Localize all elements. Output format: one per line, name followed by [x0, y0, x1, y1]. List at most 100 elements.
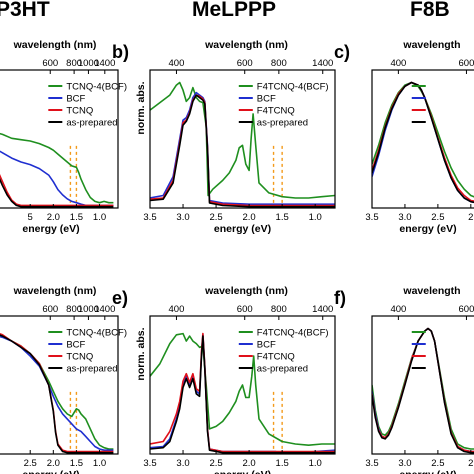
y-axis-label: norm. abs.: [135, 81, 147, 134]
x-tick-label: 2.5: [431, 458, 444, 469]
x-tick-label: 3.0: [398, 212, 411, 223]
top-tick-label: 600: [42, 304, 58, 315]
top-tick-label: 1000: [78, 58, 99, 69]
top-tick-label: 400: [390, 304, 406, 315]
x-tick-label: 3.0: [398, 458, 411, 469]
top-tick-label: 800: [66, 304, 82, 315]
panel-6: 3.5 3.0 2.5 2 400 600 energy (eV) wavelength f): [334, 285, 474, 474]
top-tick-label: 600: [459, 58, 474, 69]
series-group: [372, 327, 474, 454]
panel-label: e): [112, 288, 128, 308]
legend-label: as-prepared: [66, 118, 117, 129]
top-tick-label: 400: [390, 58, 406, 69]
x-tick-label: 3.0: [176, 458, 189, 469]
legend-label: as-prepared: [66, 364, 117, 375]
series-line-tcnq: [0, 173, 114, 207]
panel-3: 3.5 3.0 2.5 2 400 600 energy (eV) wavelength c): [334, 39, 474, 235]
x-axis-label: energy (eV): [399, 469, 456, 474]
series-line-as-prepared: [150, 335, 335, 454]
legend-label: TCNQ: [66, 352, 93, 363]
x-tick-label: 3.5: [365, 212, 378, 223]
legend-label: as-prepared: [257, 118, 308, 129]
legend-label: TCNQ-4(BCF): [66, 328, 127, 339]
x-tick-label: 1.5: [276, 212, 289, 223]
top-tick-label: 800: [66, 58, 82, 69]
x-tick-label: 1.5: [276, 458, 289, 469]
top-axis-label: wavelength: [402, 39, 460, 51]
legend-label: BCF: [257, 340, 276, 351]
x-tick-label: 1.5: [70, 458, 83, 469]
column-title-melppp: MeLPPP: [192, 0, 276, 21]
series-line-as-prepared: [0, 334, 114, 454]
x-axis-label: energy (eV): [22, 223, 79, 235]
x-axis-label: energy (eV): [214, 223, 271, 235]
top-tick-label: 800: [271, 58, 287, 69]
top-tick-label: 800: [271, 304, 287, 315]
x-tick-label: 1.5: [70, 212, 83, 223]
legend-label: BCF: [257, 94, 276, 105]
x-axis-label: energy (eV): [214, 469, 271, 474]
top-axis-label: wavelength (nm): [13, 285, 97, 297]
top-tick-label: 1000: [78, 304, 99, 315]
top-tick-label: 600: [237, 304, 253, 315]
x-tick-label: 1.0: [309, 212, 322, 223]
panel-2: 3.5 3.0 2.5 2.0 1.5 1.0 400 600 800 1400 energy (e…: [112, 39, 336, 235]
legend-label: as-prepared: [257, 364, 308, 375]
top-tick-label: 600: [459, 304, 474, 315]
x-tick-label: 2.0: [47, 458, 60, 469]
x-tick-label: 1.0: [309, 458, 322, 469]
top-axis-label: wavelength (nm): [13, 39, 97, 51]
plot-frame: [0, 315, 119, 455]
top-axis-label: wavelength (nm): [204, 285, 288, 297]
series-line-as-prepared: [0, 177, 114, 208]
plot-frame: [371, 315, 474, 455]
series-line-f4tcnq-4-bcf-: [150, 332, 335, 446]
series-group: [372, 81, 474, 204]
top-tick-label: 1400: [312, 304, 333, 315]
plot-frame: [149, 315, 336, 455]
top-tick-label: 1400: [94, 58, 115, 69]
plot-frame: [371, 69, 474, 209]
legend-label: TCNQ-4(BCF): [66, 82, 127, 93]
column-title-f8b: F8B: [410, 0, 450, 21]
x-tick-label: 2: [468, 212, 473, 223]
x-tick-label: 2.5: [431, 212, 444, 223]
legend-label: BCF: [66, 94, 85, 105]
x-tick-label: 3.5: [143, 458, 156, 469]
legend-label: F4TCNQ: [257, 352, 295, 363]
top-tick-label: 1400: [312, 58, 333, 69]
x-axis-label: energy (eV): [22, 469, 79, 474]
x-tick-label: 2.5: [209, 458, 222, 469]
column-title-p3ht: P3HT: [0, 0, 50, 21]
x-tick-label: 3.5: [143, 212, 156, 223]
x-tick-label: 1.0: [93, 458, 106, 469]
x-tick-label: 2.0: [47, 212, 60, 223]
top-tick-label: 400: [169, 58, 185, 69]
legend-label: BCF: [66, 340, 85, 351]
series-group: [150, 332, 335, 454]
panel-label: b): [112, 42, 129, 62]
x-tick-label: 3.0: [176, 212, 189, 223]
x-tick-label: 5: [28, 212, 33, 223]
x-tick-label: 2: [468, 458, 473, 469]
x-tick-label: 2.5: [24, 458, 37, 469]
panel-5: 3.5 3.0 2.5 2.0 1.5 1.0 400 600 800 1400 energy (e…: [112, 285, 336, 474]
series-line-tcnq-4-bcf-: [0, 132, 114, 204]
top-axis-label: wavelength: [402, 285, 460, 297]
x-tick-label: 2.5: [209, 212, 222, 223]
top-tick-label: 400: [169, 304, 185, 315]
series-line-black: [372, 327, 474, 454]
legend-label: F4TCNQ-4(BCF): [257, 328, 329, 339]
top-tick-label: 1400: [94, 304, 115, 315]
legend-label: F4TCNQ-4(BCF): [257, 82, 329, 93]
series-group: [0, 332, 114, 454]
legend-label: TCNQ: [66, 106, 93, 117]
x-tick-label: 2.0: [242, 212, 255, 223]
y-axis-label: norm. abs.: [135, 327, 147, 380]
legend-label: F4TCNQ: [257, 106, 295, 117]
series-group: [0, 132, 114, 208]
top-tick-label: 600: [237, 58, 253, 69]
